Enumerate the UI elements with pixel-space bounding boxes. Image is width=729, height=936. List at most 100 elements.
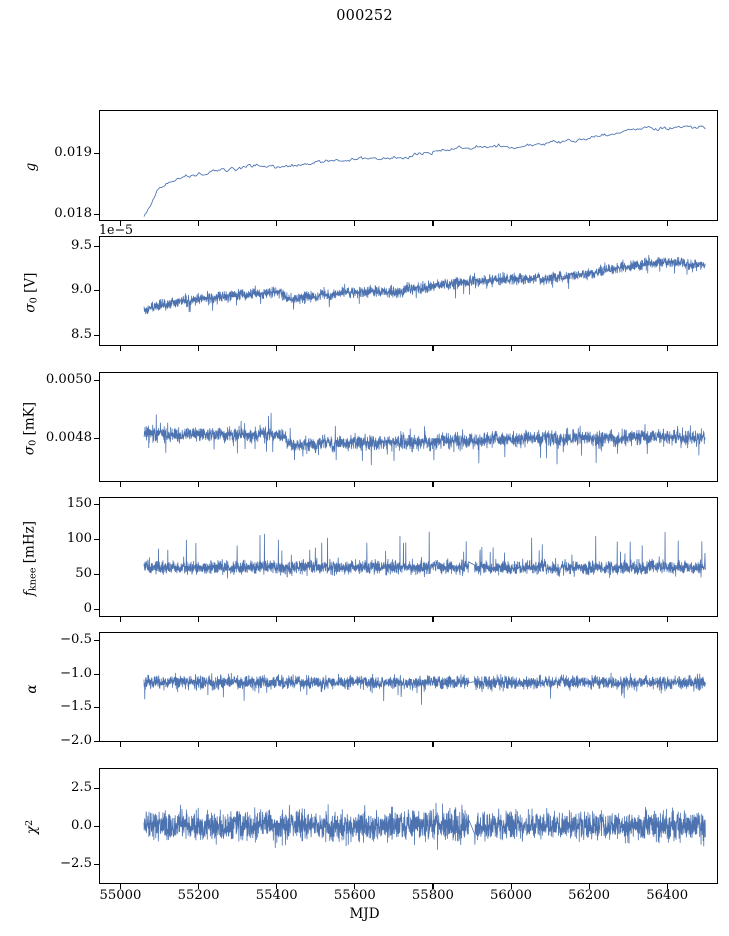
panel-fknee-ytick-3: 0	[83, 601, 92, 616]
x-tickmark	[198, 346, 200, 351]
panel-alpha-ytickmark-3	[94, 740, 99, 742]
x-tickmark	[588, 742, 590, 747]
panel-sigma0-volts	[99, 236, 718, 346]
panel-alpha-ytick-0: −0.5	[59, 632, 92, 647]
panel-sigma0v-ytickmark-2	[94, 334, 99, 336]
x-tickmark	[510, 617, 512, 622]
x-tickmark	[198, 221, 200, 226]
x-tickmark	[666, 884, 668, 889]
x-axis-label: MJD	[349, 906, 380, 922]
x-tickmark	[432, 221, 434, 226]
x-tick-label: 55200	[177, 888, 220, 903]
x-tickmark	[119, 221, 122, 226]
x-tickmark	[510, 482, 512, 487]
panel-chi2-ytickmark-0	[94, 787, 99, 789]
x-tickmark	[432, 742, 434, 747]
x-tickmark	[666, 346, 668, 351]
x-tickmark	[198, 482, 200, 487]
panel-fknee-ytick-0: 150	[66, 496, 92, 511]
panel-alpha-ytick-3: −2.0	[59, 733, 92, 748]
panel-fknee-ytick-2: 50	[75, 566, 92, 581]
figure-title: 000252	[336, 8, 393, 24]
panel-fknee-ytickmark-1	[94, 538, 99, 540]
x-tickmark	[666, 742, 668, 747]
panel-fknee-ytickmark-0	[94, 503, 99, 505]
x-tickmark	[432, 482, 434, 487]
x-tickmark	[354, 221, 356, 226]
x-tick-label: 55400	[255, 888, 298, 903]
x-tickmark	[119, 346, 122, 351]
panel-alpha-ytick-2: −1.5	[59, 699, 92, 714]
x-tickmark	[510, 221, 512, 226]
x-tickmark	[510, 884, 512, 889]
panel-gain-ytickmark-0	[94, 152, 99, 154]
panel-chi2-ytickmark-1	[94, 825, 99, 827]
panel-gain-ytick-0: 0.019	[54, 145, 92, 160]
x-tickmark	[510, 742, 512, 747]
x-tickmark	[588, 346, 590, 351]
panel-fknee-ytick-1: 100	[66, 531, 92, 546]
panel-sigma0v-offset: 1e−5	[99, 222, 134, 237]
x-tickmark	[276, 617, 278, 622]
x-tick-label: 56400	[646, 888, 689, 903]
x-tick-label: 55000	[99, 888, 142, 903]
panel-sigma0mk-ylabel: σ0 [mK]	[21, 402, 39, 456]
panel-alpha-ytickmark-0	[94, 639, 99, 641]
panel-gain-ytick-1: 0.018	[54, 206, 92, 221]
panel-sigma0mk-ytick-0: 0.0050	[45, 372, 92, 387]
panel-chi2-ytickmark-2	[94, 863, 99, 865]
x-tick-label: 55600	[333, 888, 376, 903]
panel-fknee-ytickmark-2	[94, 573, 99, 575]
x-tickmark	[276, 884, 278, 889]
x-tickmark	[119, 742, 122, 747]
panel-sigma0mk-ytick-1: 0.0048	[45, 430, 92, 445]
x-tickmark	[198, 742, 200, 747]
panel-chi2-ytick-2: −2.5	[59, 856, 92, 871]
x-tickmark	[354, 617, 356, 622]
panel-sigma0mk-ytickmark-1	[94, 437, 99, 439]
x-tickmark	[276, 742, 278, 747]
x-tickmark	[276, 346, 278, 351]
x-tickmark	[354, 742, 356, 747]
panel-sigma0v-ytickmark-0	[94, 245, 99, 247]
panel-sigma0v-ytick-0: 9.5	[71, 238, 92, 253]
panel-fknee-ytickmark-3	[94, 608, 99, 610]
x-tickmark	[432, 884, 434, 889]
panel-alpha	[99, 632, 718, 742]
panel-alpha-ylabel: α	[24, 684, 40, 694]
panel-alpha-ytick-1: −1.0	[59, 666, 92, 681]
x-tickmark	[588, 221, 590, 226]
panel-sigma0v-ytickmark-1	[94, 289, 99, 291]
x-tickmark	[432, 617, 434, 622]
x-tick-label: 56200	[568, 888, 611, 903]
x-tickmark	[666, 482, 668, 487]
panel-alpha-ytickmark-1	[94, 673, 99, 675]
panel-sigma0v-ytick-2: 8.5	[71, 327, 92, 342]
x-tickmark	[198, 884, 200, 889]
x-tick-label: 56000	[490, 888, 532, 903]
x-tickmark	[354, 346, 356, 351]
panel-gain-ylabel: g	[23, 162, 39, 172]
panel-alpha-ytickmark-2	[94, 706, 99, 708]
x-tickmark	[666, 221, 668, 226]
x-tickmark	[588, 884, 590, 889]
x-tickmark	[510, 346, 512, 351]
x-tickmark	[119, 884, 122, 889]
x-tickmark	[432, 346, 434, 351]
panel-f-knee	[99, 497, 718, 617]
x-tickmark	[354, 482, 356, 487]
panel-chi2-ytick-1: 0.0	[71, 818, 92, 833]
panel-gain-ytickmark-1	[94, 213, 99, 215]
panel-chi2-ytick-0: 2.5	[71, 780, 92, 795]
x-tickmark	[119, 617, 122, 622]
x-tickmark	[588, 482, 590, 487]
x-tickmark	[276, 221, 278, 226]
x-tickmark	[588, 617, 590, 622]
panel-sigma0v-ytick-1: 9.0	[71, 282, 92, 297]
x-tickmark	[354, 884, 356, 889]
panel-chi-squared	[99, 768, 718, 884]
x-tickmark	[198, 617, 200, 622]
panel-sigma0mk-ytickmark-0	[94, 379, 99, 381]
x-tickmark	[666, 617, 668, 622]
